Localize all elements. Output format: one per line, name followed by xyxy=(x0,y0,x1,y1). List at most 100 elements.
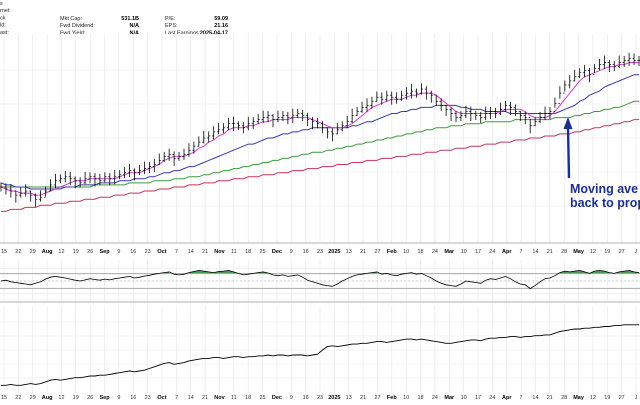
x-tick-label: Aug xyxy=(42,395,53,400)
x-tick-label: 14 xyxy=(188,249,194,255)
x-tick-label: 2025 xyxy=(328,249,340,255)
x-tick-label: 22 xyxy=(15,249,21,255)
x-tick-label: 28 xyxy=(561,249,567,255)
x-tick-label: 19 xyxy=(604,249,610,255)
annotation-line-1: Moving ave xyxy=(570,182,638,196)
x-tick-label: 19 xyxy=(73,395,79,400)
x-tick-label: 23 xyxy=(145,249,151,255)
x-tick-label: 9 xyxy=(290,249,293,255)
x-tick-label: 27 xyxy=(374,249,380,255)
x-tick-label: Feb xyxy=(387,395,397,400)
x-tick-label: Dec xyxy=(272,249,282,255)
header-col2-value-1: N/A xyxy=(130,23,140,29)
x-tick-label: 2025 xyxy=(328,395,340,400)
x-tick-label: 25 xyxy=(259,395,265,400)
x-tick-label: 23 xyxy=(317,395,323,400)
x-tick-label: 15 xyxy=(1,395,7,400)
header-col2-label-1: Fwd Dividend: xyxy=(60,23,95,29)
x-tick-label: 13 xyxy=(346,249,352,255)
x-tick-label: Apr xyxy=(502,249,512,255)
x-tick-label: 17 xyxy=(475,249,481,255)
x-tick-label: 7 xyxy=(175,395,178,400)
header-col1-label-1: rnet xyxy=(0,8,10,14)
header-col1-label-2: ck xyxy=(0,15,6,21)
x-tick-label: 21 xyxy=(360,249,366,255)
x-tick-label: 9 xyxy=(117,249,120,255)
x-tick-label: 23 xyxy=(145,395,151,400)
x-tick-label: 27 xyxy=(374,395,380,400)
x-tick-label: 24 xyxy=(432,395,438,400)
x-tick-label: 26 xyxy=(87,395,93,400)
x-tick-label: Oct xyxy=(157,249,166,255)
x-tick-label: 10 xyxy=(461,395,467,400)
header-col3-label-1: EPS: xyxy=(165,23,178,29)
x-tick-label: 12 xyxy=(58,249,64,255)
x-tick-label: Nov xyxy=(214,395,225,400)
x-tick-label: 7 xyxy=(175,249,178,255)
x-tick-label: 18 xyxy=(245,395,251,400)
header-col3-value-1: 21.16 xyxy=(214,23,228,29)
x-tick-label: Nov xyxy=(214,249,225,255)
x-tick-label: 16 xyxy=(303,249,309,255)
x-tick-label: 7 xyxy=(520,395,523,400)
x-tick-label: 25 xyxy=(259,249,265,255)
x-tick-label: Apr xyxy=(502,395,512,400)
x-tick-label: Mar xyxy=(444,395,455,400)
x-tick-label: 14 xyxy=(188,395,194,400)
x-tick-label: 21 xyxy=(547,249,553,255)
x-tick-label: 24 xyxy=(432,249,438,255)
x-tick-label: 9 xyxy=(117,395,120,400)
x-tick-label: 21 xyxy=(360,395,366,400)
x-tick-label: 10 xyxy=(403,395,409,400)
header-col3-label-0: P/E: xyxy=(165,16,176,22)
relative-panel xyxy=(0,305,640,394)
x-tick-label: 21 xyxy=(547,395,553,400)
x-tick-label: 21 xyxy=(202,249,208,255)
x-tick-label: 12 xyxy=(58,395,64,400)
x-tick-label: 29 xyxy=(30,249,36,255)
x-tick-label: 9 xyxy=(290,395,293,400)
x-tick-label: 18 xyxy=(417,249,423,255)
x-tick-label: 26 xyxy=(87,249,93,255)
x-tick-label: 16 xyxy=(130,395,136,400)
x-tick-label: 13 xyxy=(346,395,352,400)
x-tick-label: Dec xyxy=(272,395,282,400)
x-tick-label: Mar xyxy=(444,249,455,255)
momentum-panel xyxy=(0,258,640,302)
x-tick-label: 15 xyxy=(1,249,7,255)
x-tick-label: J xyxy=(635,249,638,255)
x-tick-label: Feb xyxy=(387,249,397,255)
x-tick-label: 18 xyxy=(417,395,423,400)
x-tick-label: 11 xyxy=(231,249,237,255)
x-tick-label: 24 xyxy=(489,395,495,400)
x-tick-label: 28 xyxy=(561,395,567,400)
x-tick-label: 12 xyxy=(590,249,596,255)
x-tick-label: 18 xyxy=(245,249,251,255)
header-col2-value-0: 531.1B xyxy=(121,16,139,22)
x-tick-label: Sep xyxy=(99,395,110,400)
x-tick-label: 19 xyxy=(73,249,79,255)
x-tick-label: 21 xyxy=(202,395,208,400)
x-tick-label: Oct xyxy=(157,395,166,400)
x-tick-label: 24 xyxy=(489,249,495,255)
x-tick-label: 16 xyxy=(130,249,136,255)
x-tick-label: 16 xyxy=(303,395,309,400)
x-tick-label: 23 xyxy=(317,249,323,255)
price-panel xyxy=(0,34,640,243)
x-tick-label: 12 xyxy=(590,395,596,400)
header-col2-label-0: Mkt Cap: xyxy=(60,16,82,22)
x-tick-label: Sep xyxy=(99,249,110,255)
annotation-line-2: back to prop xyxy=(570,196,640,210)
x-tick-label: 10 xyxy=(403,249,409,255)
x-tick-label: 29 xyxy=(30,395,36,400)
x-tick-label: May xyxy=(573,249,585,255)
x-tick-label: 27 xyxy=(619,249,625,255)
x-tick-label: 7 xyxy=(520,249,523,255)
x-tick-label: J xyxy=(635,395,638,400)
x-tick-label: 14 xyxy=(532,395,538,400)
header-col3-value-0: 59.09 xyxy=(214,16,228,22)
